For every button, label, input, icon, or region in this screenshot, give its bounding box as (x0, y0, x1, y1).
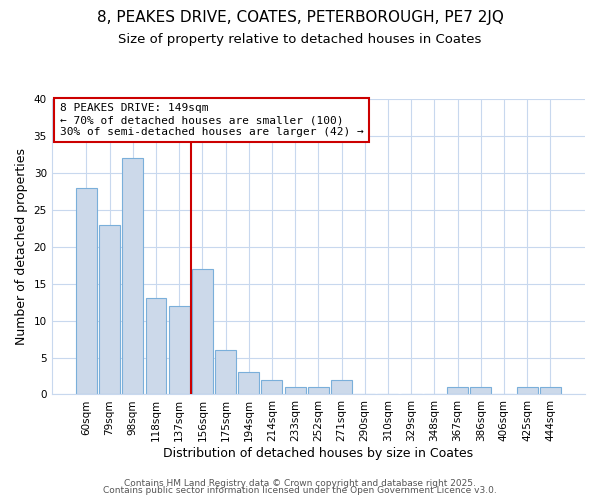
Bar (122, 158, 143, 394)
Bar (447, 387, 468, 394)
Text: Size of property relative to detached houses in Coates: Size of property relative to detached ho… (118, 32, 482, 46)
Bar (308, 387, 329, 394)
Bar (331, 380, 352, 394)
Bar (540, 387, 561, 394)
Bar (76, 188, 97, 394)
Text: 8 PEAKES DRIVE: 149sqm
← 70% of detached houses are smaller (100)
30% of semi-de: 8 PEAKES DRIVE: 149sqm ← 70% of detached… (59, 104, 364, 136)
Bar (517, 387, 538, 394)
Bar (215, 350, 236, 395)
Bar (192, 269, 213, 394)
Text: Contains public sector information licensed under the Open Government Licence v3: Contains public sector information licen… (103, 486, 497, 495)
Bar (99, 224, 120, 394)
Bar (146, 298, 166, 394)
X-axis label: Distribution of detached houses by size in Coates: Distribution of detached houses by size … (163, 447, 473, 460)
Text: 8, PEAKES DRIVE, COATES, PETERBOROUGH, PE7 2JQ: 8, PEAKES DRIVE, COATES, PETERBOROUGH, P… (97, 10, 503, 25)
Bar (238, 372, 259, 394)
Bar (470, 387, 491, 394)
Bar (284, 387, 305, 394)
Y-axis label: Number of detached properties: Number of detached properties (15, 148, 28, 345)
Bar (262, 380, 283, 394)
Bar (169, 306, 190, 394)
Text: Contains HM Land Registry data © Crown copyright and database right 2025.: Contains HM Land Registry data © Crown c… (124, 478, 476, 488)
